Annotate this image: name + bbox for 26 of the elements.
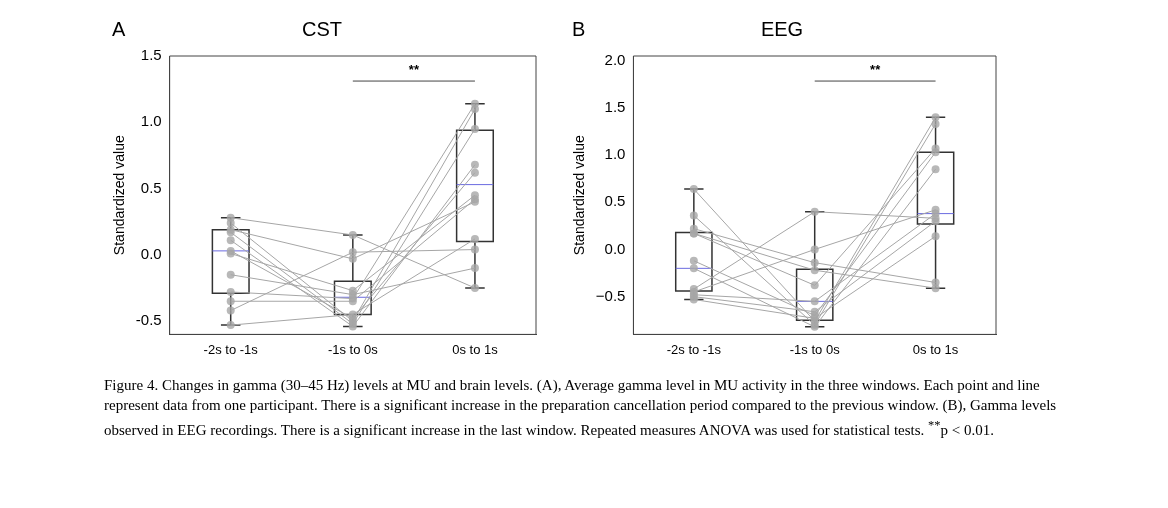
y-tick-label: 0.0 [140, 245, 162, 262]
chart-title: CST [302, 17, 342, 40]
x-tick-label: 0s to 1s [452, 341, 499, 357]
x-tick-label: -2s to -1s [666, 341, 722, 357]
x-tick-label: -1s to 0s [327, 341, 379, 357]
y-tick-label: 1.0 [604, 145, 626, 163]
y-axis-title: Standardized value [571, 135, 588, 256]
y-tick-label: −0.5 [595, 286, 626, 304]
y-tick-label: 1.0 [140, 112, 162, 130]
chart-title: EEG [760, 17, 804, 40]
annotation: ** [408, 62, 420, 78]
y-tick-label: 0.5 [604, 192, 626, 210]
y-axis-title: Standardized value [111, 135, 128, 256]
x-tick-label: 0s to 1s [912, 341, 959, 357]
y-tick-label: 0.5 [140, 178, 162, 196]
x-tick-label: -2s to -1s [203, 341, 259, 357]
annotation: ** [870, 62, 882, 78]
caption: Figure 4. Changes in gamma (30–45 Hz) levels at MU and brain levels. (A), Average gamma level in MU activity in the three windows. Each point and line represent data from one participant. There is a significant increase in the preparation cancellation period compared to the previous window. (B), Gamma levels observed in EEG recordings. There is a significant increase in the last window. Repeated measures ANOVA was used for statistical tests. $^{**}$p < 0.01. [104, 376, 1058, 440]
y-tick-label: -0.5 [135, 311, 162, 329]
y-tick-label: 2.0 [604, 50, 626, 68]
y-tick-label: 0.0 [604, 239, 626, 257]
x-tick-label: -1s to 0s [789, 341, 841, 357]
y-tick-label: 1.5 [140, 46, 162, 64]
text: A [112, 17, 126, 40]
y-tick-label: 1.5 [604, 98, 626, 116]
text: B [572, 17, 586, 40]
